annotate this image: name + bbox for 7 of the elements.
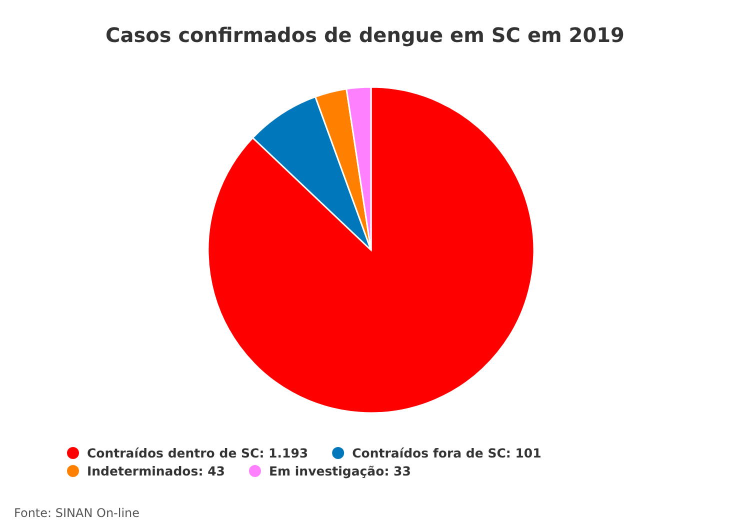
source-note: Fonte: SINAN On-line	[14, 506, 140, 520]
legend-label: Contraídos fora de SC: 101	[352, 446, 542, 460]
chart-title: Casos confirmados de dengue em SC em 2019	[106, 23, 624, 47]
pie-slice	[207, 86, 535, 414]
legend-label: Contraídos dentro de SC: 1.193	[87, 446, 308, 460]
legend-label: Em investigação: 33	[268, 464, 411, 478]
legend-label: Indeterminados: 43	[87, 464, 225, 478]
